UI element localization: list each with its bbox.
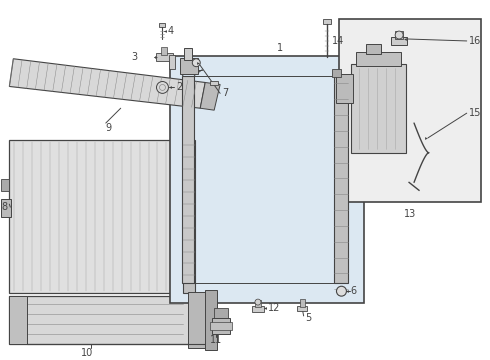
Polygon shape <box>200 82 220 110</box>
Bar <box>162 47 168 55</box>
Bar <box>170 55 175 69</box>
Bar <box>367 44 381 54</box>
Circle shape <box>156 81 169 93</box>
Text: 16: 16 <box>469 36 481 46</box>
Bar <box>255 300 261 307</box>
Circle shape <box>337 286 346 296</box>
Bar <box>340 19 481 202</box>
Text: 12: 12 <box>268 303 280 313</box>
Bar <box>1 179 9 191</box>
Text: 4: 4 <box>168 26 173 36</box>
Bar <box>180 58 198 73</box>
Text: 6: 6 <box>350 286 357 296</box>
Bar <box>159 23 166 27</box>
Circle shape <box>192 59 200 67</box>
Bar <box>322 19 331 24</box>
Text: 14: 14 <box>332 36 344 46</box>
Bar <box>188 292 208 347</box>
Bar <box>337 73 353 103</box>
Bar <box>297 306 307 311</box>
Text: 8: 8 <box>1 202 7 212</box>
Text: 7: 7 <box>222 88 228 98</box>
Bar <box>9 140 183 293</box>
Bar <box>9 296 27 343</box>
Bar <box>171 56 365 303</box>
Text: 1: 1 <box>277 43 283 53</box>
Bar <box>252 306 264 312</box>
Circle shape <box>395 31 403 39</box>
Bar <box>356 52 401 66</box>
Polygon shape <box>9 59 205 108</box>
Bar <box>214 308 228 318</box>
Bar <box>212 318 230 334</box>
Text: 5: 5 <box>306 313 312 323</box>
Bar <box>210 322 232 330</box>
Bar <box>391 37 407 45</box>
Bar <box>1 199 11 217</box>
Bar <box>205 290 217 350</box>
Bar <box>395 31 403 39</box>
Bar <box>335 76 348 283</box>
Circle shape <box>255 299 261 305</box>
Text: 2: 2 <box>176 82 183 93</box>
Bar <box>332 69 342 77</box>
Bar <box>300 299 305 307</box>
Text: 15: 15 <box>469 108 481 118</box>
Text: 11: 11 <box>210 335 222 345</box>
Text: 3: 3 <box>131 52 138 62</box>
Bar <box>183 140 196 293</box>
Bar <box>184 48 192 60</box>
Bar <box>9 296 203 343</box>
Bar <box>351 64 406 153</box>
Text: 13: 13 <box>404 209 416 219</box>
Bar <box>155 53 173 61</box>
Text: 9: 9 <box>106 123 112 133</box>
Text: 10: 10 <box>81 347 93 357</box>
Bar <box>210 81 218 85</box>
Bar <box>182 76 195 283</box>
